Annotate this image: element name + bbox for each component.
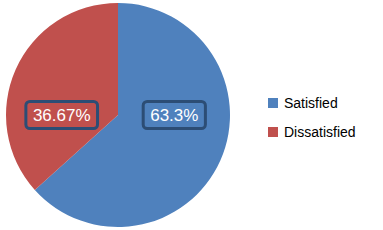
data-label: 36.67% — [33, 106, 91, 125]
label-box — [143, 102, 205, 129]
legend-swatch — [268, 127, 278, 137]
chart: 63.3% 36.67% Satisfied Dissatisfied — [0, 0, 383, 230]
label-box — [26, 102, 98, 129]
data-label: 63.3% — [150, 106, 198, 125]
legend: Satisfied Dissatisfied — [268, 95, 356, 140]
pie-slice — [6, 3, 118, 190]
legend-swatch — [268, 98, 278, 108]
data-labels: 63.3% 36.67% — [26, 102, 206, 129]
pie — [6, 3, 230, 227]
legend-label: Dissatisfied — [284, 124, 356, 140]
legend-label: Satisfied — [284, 95, 338, 111]
